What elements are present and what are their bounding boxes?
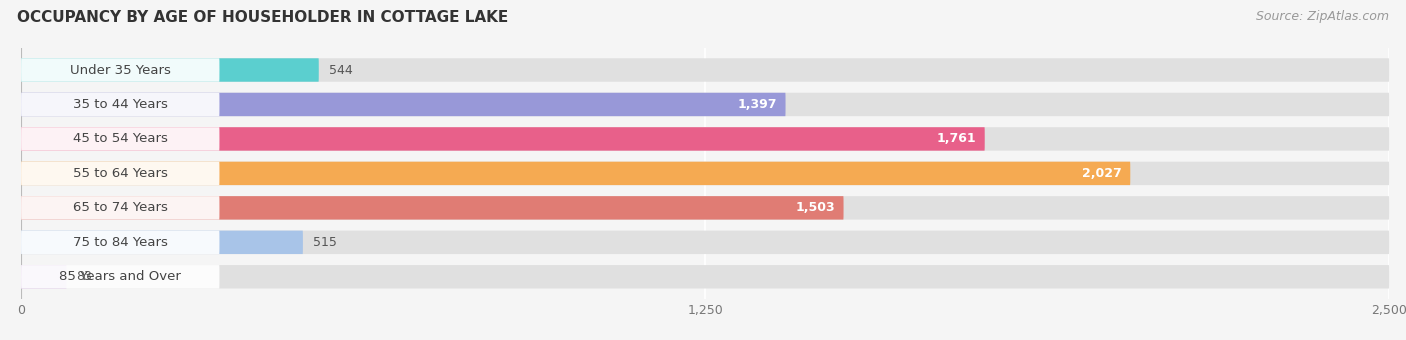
FancyBboxPatch shape (21, 196, 844, 220)
FancyBboxPatch shape (21, 162, 1130, 185)
FancyBboxPatch shape (21, 58, 319, 82)
Text: Under 35 Years: Under 35 Years (70, 64, 170, 76)
Text: 515: 515 (312, 236, 336, 249)
FancyBboxPatch shape (21, 58, 219, 82)
Text: 2,027: 2,027 (1083, 167, 1122, 180)
Text: 45 to 54 Years: 45 to 54 Years (73, 133, 167, 146)
Text: Source: ZipAtlas.com: Source: ZipAtlas.com (1256, 10, 1389, 23)
FancyBboxPatch shape (21, 93, 786, 116)
FancyBboxPatch shape (21, 265, 219, 289)
Text: 1,397: 1,397 (738, 98, 778, 111)
Text: 55 to 64 Years: 55 to 64 Years (73, 167, 167, 180)
FancyBboxPatch shape (21, 265, 1389, 289)
Text: 1,761: 1,761 (936, 133, 977, 146)
FancyBboxPatch shape (21, 127, 219, 151)
FancyBboxPatch shape (21, 231, 219, 254)
FancyBboxPatch shape (21, 231, 1389, 254)
FancyBboxPatch shape (21, 231, 302, 254)
Text: 35 to 44 Years: 35 to 44 Years (73, 98, 167, 111)
FancyBboxPatch shape (21, 93, 219, 116)
FancyBboxPatch shape (21, 58, 1389, 82)
FancyBboxPatch shape (21, 93, 1389, 116)
FancyBboxPatch shape (21, 162, 1389, 185)
FancyBboxPatch shape (21, 127, 1389, 151)
FancyBboxPatch shape (21, 127, 984, 151)
Text: 75 to 84 Years: 75 to 84 Years (73, 236, 167, 249)
FancyBboxPatch shape (21, 162, 219, 185)
Text: 83: 83 (76, 270, 93, 283)
Text: 544: 544 (329, 64, 353, 76)
Text: 85 Years and Over: 85 Years and Over (59, 270, 181, 283)
Text: 65 to 74 Years: 65 to 74 Years (73, 201, 167, 214)
Text: OCCUPANCY BY AGE OF HOUSEHOLDER IN COTTAGE LAKE: OCCUPANCY BY AGE OF HOUSEHOLDER IN COTTA… (17, 10, 508, 25)
FancyBboxPatch shape (21, 265, 66, 289)
FancyBboxPatch shape (21, 196, 1389, 220)
Text: 1,503: 1,503 (796, 201, 835, 214)
FancyBboxPatch shape (21, 196, 219, 220)
